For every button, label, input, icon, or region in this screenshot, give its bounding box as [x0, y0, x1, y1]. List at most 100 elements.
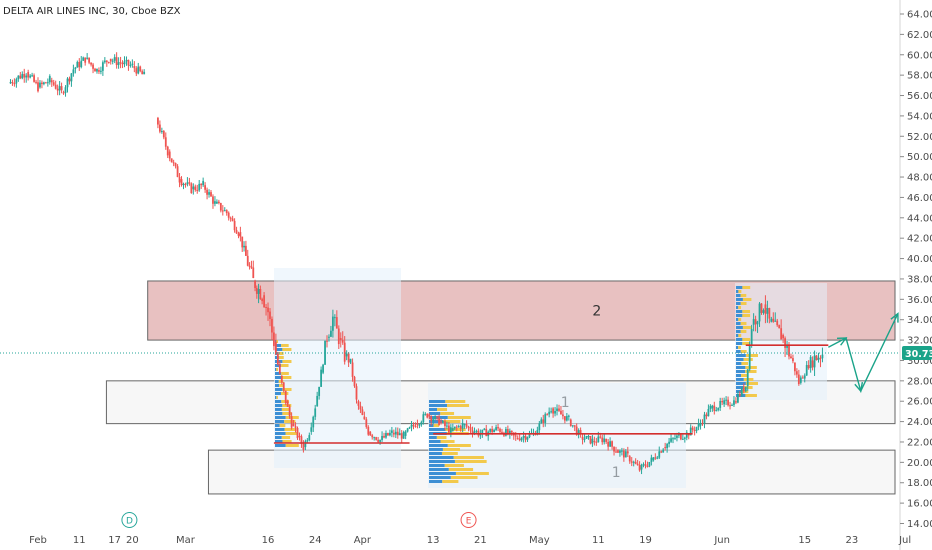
volume-bar-up	[736, 390, 742, 393]
candle-down	[644, 464, 647, 466]
candle-down	[300, 436, 303, 445]
candle-up	[123, 61, 126, 65]
candle-up	[103, 60, 106, 63]
candle-up	[678, 434, 680, 436]
candle-down	[50, 80, 53, 83]
price-tick-label: 30.00	[907, 356, 932, 367]
candle-up	[243, 245, 245, 248]
price-axis[interactable]: 64.00 62.00 60.00 58.00 56.00 54.00 52.00 50.00…	[900, 10, 932, 531]
volume-bar-down	[454, 460, 487, 463]
volume-bar-up	[275, 392, 282, 395]
time-tick-label: May	[529, 535, 550, 546]
candle-up	[493, 429, 496, 433]
time-tick-label: 21	[474, 535, 487, 546]
candle-down	[383, 435, 385, 438]
candle-up	[744, 386, 747, 392]
volume-bar-down	[284, 428, 297, 431]
candle-down	[693, 429, 696, 431]
candle-up	[522, 435, 525, 438]
candle-down	[259, 289, 262, 300]
volume-bar-down	[742, 338, 751, 341]
candle-down	[562, 414, 564, 417]
price-tick-label: 16.00	[907, 499, 932, 510]
candle-down	[133, 65, 136, 69]
volume-bar-down	[284, 420, 296, 423]
candle-up	[803, 375, 806, 379]
candle-up	[322, 364, 324, 373]
candle-down	[713, 405, 716, 411]
volume-bar-down	[740, 302, 747, 305]
candle-up	[58, 86, 61, 91]
candle-up	[656, 457, 659, 459]
candle-down	[792, 358, 794, 362]
candle-down	[212, 196, 214, 204]
candle-down	[440, 421, 442, 423]
candle-up	[192, 186, 195, 190]
time-axis[interactable]: Feb 11 17 20 Mar 16 24 Apr 13 21 May 11 19 Jun 15 23 Jul	[29, 535, 911, 546]
candle-up	[330, 330, 332, 337]
volume-bar-up	[275, 440, 283, 443]
candle-up	[583, 438, 586, 440]
volume-bar-down	[281, 344, 289, 347]
candle-down	[141, 71, 144, 75]
candle-down	[485, 428, 488, 437]
candle-up	[214, 201, 216, 204]
candle-down	[11, 82, 14, 84]
volume-bar-down	[281, 436, 291, 439]
candle-down	[302, 444, 305, 450]
candle-down	[742, 387, 745, 392]
volume-bar-up	[736, 374, 742, 377]
candle-down	[98, 70, 100, 72]
candle-down	[172, 162, 175, 164]
volume-bar-up	[736, 286, 743, 289]
arrow-head-up-2	[890, 312, 899, 323]
candle-up	[817, 357, 820, 361]
volume-bar-up	[736, 322, 741, 325]
candle-up	[223, 210, 226, 212]
candle-down	[729, 405, 731, 407]
candle-up	[774, 320, 777, 322]
volume-bar-up	[736, 382, 746, 385]
candle-down	[701, 422, 704, 424]
candle-down	[68, 78, 71, 82]
price-tick-label: 64.00	[907, 10, 932, 21]
time-tick-label: Mar	[176, 535, 196, 546]
candle-down	[499, 428, 501, 432]
volume-bar-up	[736, 350, 741, 353]
candle-up	[619, 450, 621, 453]
volume-bar-up	[736, 298, 743, 301]
candle-up	[328, 336, 330, 338]
candle-up	[650, 457, 653, 462]
candle-down	[343, 342, 346, 362]
candle-down	[158, 124, 161, 132]
candle-up	[410, 424, 413, 428]
candle-down	[90, 62, 92, 65]
candle-up	[799, 377, 802, 383]
volume-bar-up	[275, 388, 283, 391]
candle-up	[345, 353, 348, 357]
volume-bar-up	[429, 400, 446, 403]
candle-up	[683, 437, 686, 439]
candle-down	[294, 426, 297, 428]
candle-down	[250, 266, 253, 268]
candle-up	[64, 87, 67, 93]
candle-up	[422, 414, 425, 423]
volume-bar-down	[743, 358, 753, 361]
candle-down	[206, 189, 208, 195]
candle-down	[414, 425, 417, 427]
candle-down	[387, 433, 389, 436]
candle-down	[438, 416, 440, 426]
candle-down	[491, 428, 494, 433]
candle-up	[463, 424, 466, 426]
candle-down	[660, 451, 663, 453]
candle-down	[801, 377, 804, 379]
volume-bar-down	[447, 416, 471, 419]
candle-up	[316, 395, 319, 407]
candle-down	[170, 158, 173, 163]
candle-down	[263, 295, 265, 307]
time-tick-label: 20	[126, 535, 139, 546]
candle-up	[658, 451, 661, 458]
candle-up	[333, 317, 336, 319]
volume-bar-down	[278, 356, 284, 359]
volume-bar-down	[742, 342, 751, 345]
